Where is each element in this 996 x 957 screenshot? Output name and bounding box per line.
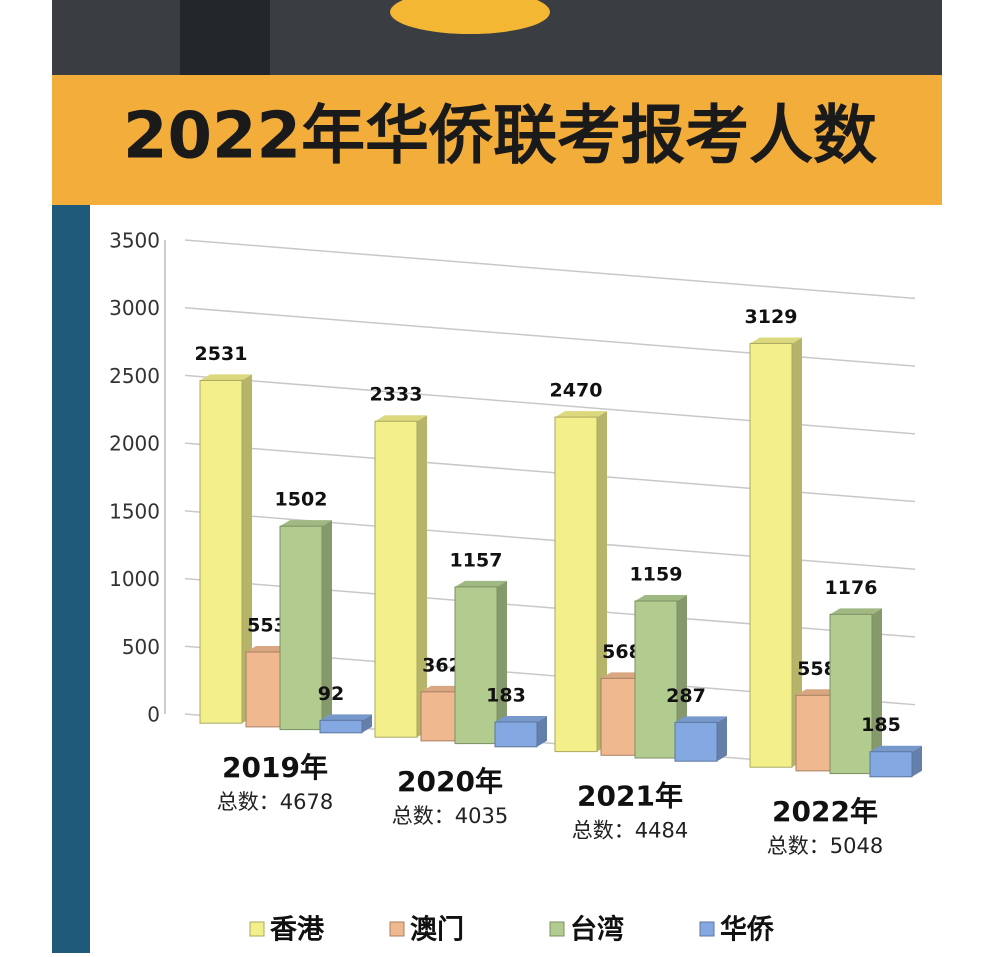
value-label: 558 [797,658,837,680]
y-tick-label: 0 [147,703,160,727]
bar-top [495,716,547,723]
grid-line [184,239,916,300]
value-label: 362 [422,654,462,676]
bar-top [555,411,607,418]
value-label: 568 [602,641,642,663]
bar [829,613,873,775]
bar [319,719,363,734]
category-note: 总数：4678 [217,790,333,814]
value-label: 185 [861,714,901,736]
coin [390,0,550,34]
bar [199,379,243,724]
legend-label: 澳门 [410,915,464,946]
value-label: 2470 [550,380,603,402]
bar-top [280,520,332,527]
value-label: 1176 [825,577,878,599]
y-tick-label: 2500 [109,364,160,388]
bar-top [635,595,687,602]
bar [454,586,498,745]
bar [554,416,598,753]
y-tick-label: 2000 [109,432,160,456]
bar [374,420,418,738]
bar-side [497,580,507,744]
bar [634,600,678,759]
value-label: 1159 [630,564,683,586]
legend-label: 台湾 [570,914,624,946]
bar-side [717,716,727,762]
title-band [52,75,942,205]
bar-side [537,716,547,747]
value-label: 2333 [370,384,423,406]
bar [494,721,538,748]
category-label: 2020年 [397,765,503,798]
legend-swatch [389,921,405,937]
bar-top [320,714,372,721]
category-label: 2021年 [577,780,683,813]
category-note: 总数：4484 [572,819,688,843]
side-stripe [52,205,90,953]
chart-title: 2022年华侨联考报考人数 [123,100,877,174]
bar-top [675,716,727,723]
y-tick-label: 1500 [109,499,160,523]
value-label: 3129 [745,306,798,328]
bar-side [597,411,607,752]
bar-side [417,415,427,738]
grid-line [184,306,916,367]
bar-top [455,580,507,587]
bar [279,525,323,731]
bar-side [912,745,922,777]
value-label: 1502 [275,489,328,511]
value-label: 183 [486,685,526,707]
bar-top [200,374,252,381]
bar-side [362,714,372,733]
bar-top [750,337,802,344]
bar [674,721,718,762]
y-tick-label: 3000 [109,296,160,320]
legend-swatch [549,921,565,937]
category-label: 2022年 [772,795,878,828]
value-label: 287 [666,685,706,707]
category-label: 2019年 [222,751,328,784]
category-note: 总数：5048 [767,834,883,858]
y-tick-label: 1000 [109,567,160,591]
legend-swatch [249,921,265,937]
bar-side [242,374,252,724]
figure [180,0,270,75]
value-label: 2531 [195,343,248,365]
y-tick-label: 3500 [109,229,160,253]
bar-side [872,608,882,774]
value-label: 553 [247,614,287,636]
value-label: 1157 [450,549,503,571]
legend-label: 香港 [270,915,325,946]
bar-top [375,415,427,422]
bar-side [792,337,802,768]
bar-top [870,745,922,752]
bar [869,751,913,778]
bar [749,342,793,768]
category-note: 总数：4035 [392,804,508,828]
bar-side [322,520,332,730]
legend-label: 华侨 [720,914,775,946]
y-tick-label: 500 [122,635,160,659]
bar-top [830,608,882,615]
legend-swatch [699,921,715,937]
value-label: 92 [318,683,344,705]
